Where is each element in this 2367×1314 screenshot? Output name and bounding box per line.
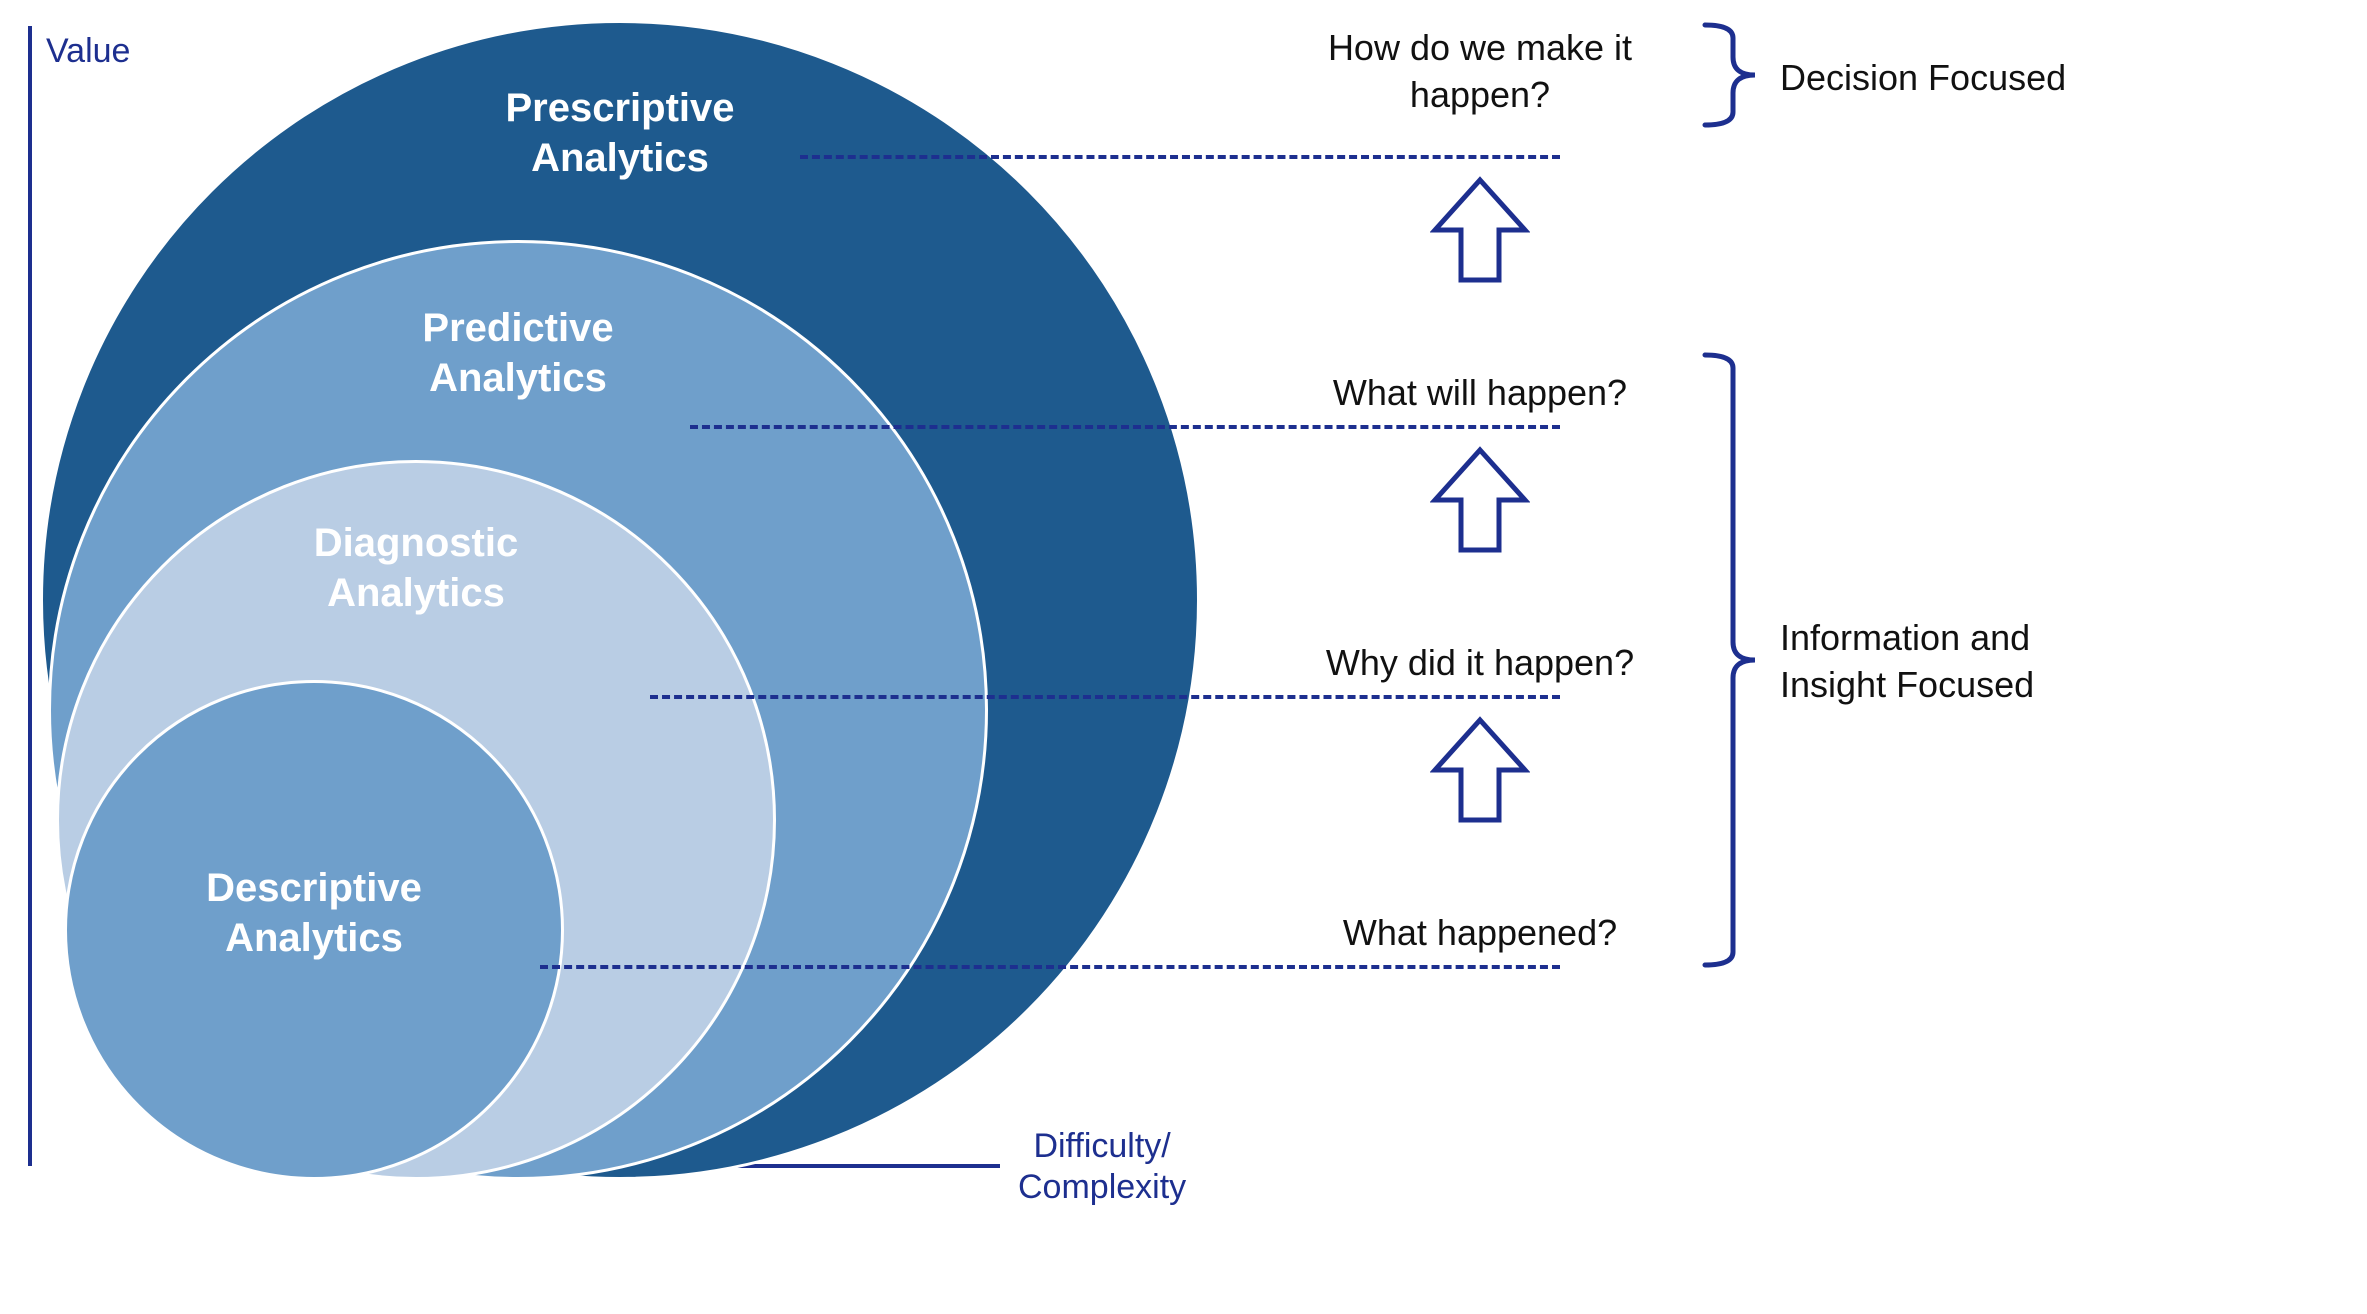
question-prescriptive-line1: How do we make it (1328, 27, 1632, 68)
arrow-up-icon (1430, 715, 1530, 830)
analytics-maturity-diagram: Value Difficulty/ Complexity Prescriptiv… (0, 0, 2367, 1314)
leader-line-predictive (690, 425, 1560, 429)
label-descriptive-line2: Analytics (225, 916, 403, 960)
label-prescriptive-line1: Prescriptive (505, 86, 734, 130)
arrow-up-icon (1430, 445, 1530, 560)
question-diagnostic: Why did it happen? (1280, 640, 1680, 687)
x-axis-label: Difficulty/ Complexity (1018, 1126, 1186, 1208)
bracket-information (1700, 350, 1760, 975)
circle-descriptive: Descriptive Analytics (64, 680, 564, 1180)
label-predictive-line2: Analytics (429, 356, 607, 400)
arrow-up-icon (1430, 175, 1530, 290)
label-predictive-line1: Predictive (422, 306, 613, 350)
circle-label-descriptive: Descriptive Analytics (67, 863, 561, 963)
question-descriptive: What happened? (1280, 910, 1680, 957)
question-diagnostic-line1: Why did it happen? (1326, 642, 1634, 683)
question-prescriptive: How do we make it happen? (1280, 25, 1680, 119)
circle-label-predictive: Predictive Analytics (51, 303, 985, 403)
circle-label-diagnostic: Diagnostic Analytics (59, 518, 773, 618)
bracket-label-information: Information and Insight Focused (1780, 615, 2034, 709)
question-predictive-line1: What will happen? (1333, 372, 1627, 413)
bracket-label-decision-line1: Decision Focused (1780, 57, 2066, 98)
bracket-label-information-line2: Insight Focused (1780, 664, 2034, 705)
bracket-decision (1700, 20, 1760, 135)
label-diagnostic-line2: Analytics (327, 571, 505, 615)
circle-label-prescriptive: Prescriptive Analytics (43, 83, 1197, 183)
label-prescriptive-line2: Analytics (531, 136, 709, 180)
y-axis-line (28, 26, 32, 1166)
label-descriptive-line1: Descriptive (206, 866, 422, 910)
label-diagnostic-line1: Diagnostic (314, 521, 518, 565)
question-descriptive-line1: What happened? (1343, 912, 1617, 953)
y-axis-label: Value (46, 32, 130, 71)
leader-line-diagnostic (650, 695, 1560, 699)
x-axis-label-line1: Difficulty/ (1033, 1127, 1170, 1165)
question-prescriptive-line2: happen? (1410, 74, 1550, 115)
leader-line-prescriptive (800, 155, 1560, 159)
x-axis-label-line2: Complexity (1018, 1168, 1186, 1206)
bracket-label-decision: Decision Focused (1780, 55, 2066, 102)
bracket-label-information-line1: Information and (1780, 617, 2030, 658)
leader-line-descriptive (540, 965, 1560, 969)
question-predictive: What will happen? (1280, 370, 1680, 417)
